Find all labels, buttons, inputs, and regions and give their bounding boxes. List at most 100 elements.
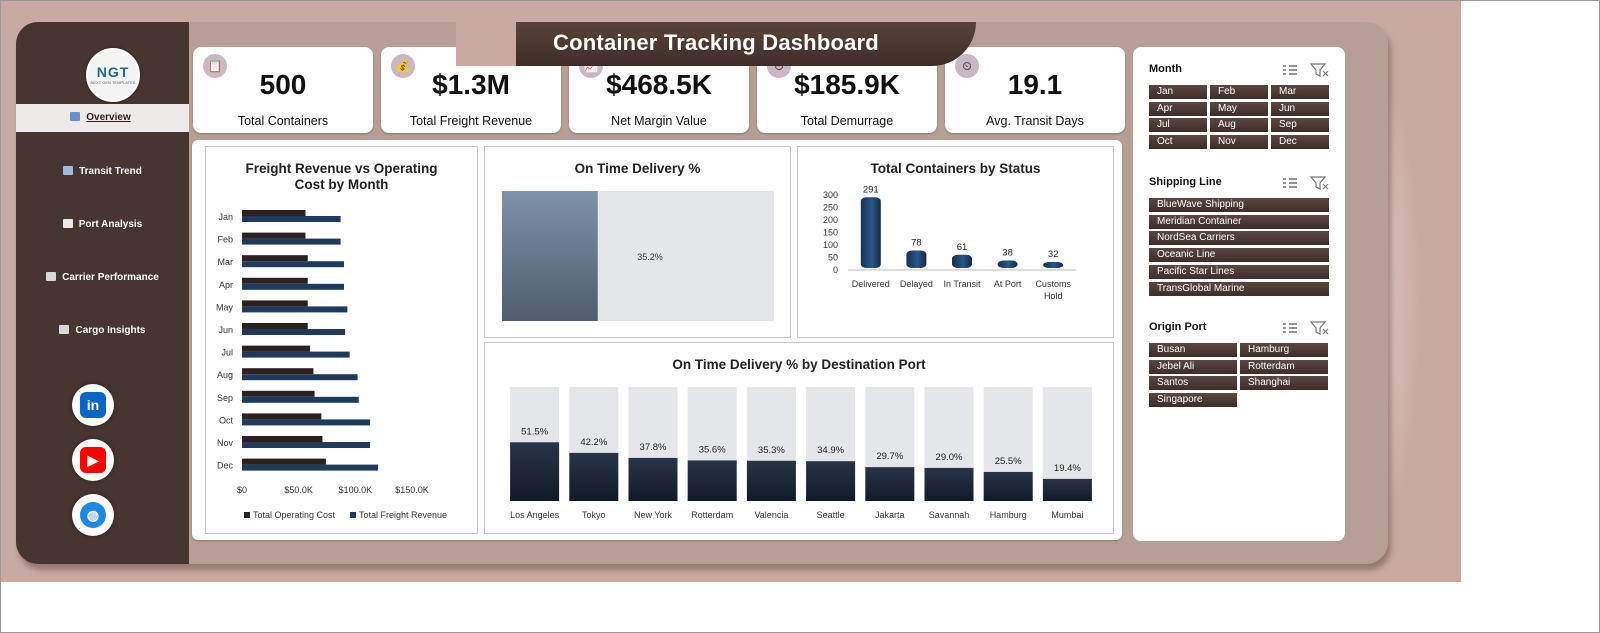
- clear-filter-icon[interactable]: [1309, 63, 1329, 77]
- x-tick-label: $150.0K: [395, 485, 429, 495]
- data-label: 38: [1002, 248, 1013, 259]
- legend-swatch: [244, 512, 250, 518]
- slicer-item[interactable]: Sep: [1271, 118, 1329, 133]
- x-tick-label: Delayed: [900, 279, 933, 289]
- multi-select-icon[interactable]: [1283, 65, 1297, 75]
- y-tick-label: Jun: [218, 325, 233, 335]
- sidebar-item-transit-trend[interactable]: Transit Trend: [16, 158, 189, 186]
- x-tick-label: Mumbai: [1051, 510, 1083, 520]
- slicer-item[interactable]: Mar: [1271, 85, 1329, 99]
- filter-panel: Month Jan Feb Mar Apr May Jun Jul Aug Sep Oct Nov De…: [1133, 47, 1345, 541]
- sidebar-item-carrier-performance[interactable]: Carrier Performance: [16, 264, 189, 292]
- slicer-item[interactable]: NordSea Carriers: [1149, 231, 1329, 246]
- slicer-item[interactable]: Jan: [1149, 85, 1207, 99]
- port-bar: [628, 457, 678, 501]
- slicer-item[interactable]: Pacific Star Lines: [1149, 264, 1329, 279]
- slicer-item[interactable]: Feb: [1210, 85, 1268, 99]
- slicer-item[interactable]: Meridian Container: [1149, 214, 1329, 229]
- dashboard-panel: NGT NEXT GEN TEMPLATES Overview Transit T…: [16, 22, 1388, 564]
- slicer-item[interactable]: May: [1210, 101, 1268, 116]
- clear-filter-icon[interactable]: [1309, 321, 1329, 335]
- page-title: Container Tracking Dashboard: [553, 30, 879, 55]
- slicer-item[interactable]: Nov: [1210, 135, 1268, 150]
- data-label: 19.4%: [1054, 463, 1081, 474]
- slicer-item[interactable]: Oct: [1149, 135, 1207, 150]
- y-tick-label: 150: [823, 228, 838, 238]
- slicer-item[interactable]: Singapore: [1149, 393, 1237, 408]
- slicer-tools: [1281, 320, 1335, 336]
- slicer-item[interactable]: BlueWave Shipping: [1149, 198, 1329, 212]
- on-time-delivery-plot: 35.2%: [502, 191, 774, 321]
- y-tick-label: Dec: [217, 461, 234, 471]
- y-tick-label: Jul: [221, 348, 233, 358]
- revenue-cost-chart: Freight Revenue vs Operating Cost by Mon…: [205, 146, 478, 534]
- x-tick-label: $0: [237, 485, 247, 495]
- operating-cost-bar: [242, 232, 306, 239]
- slicer-item[interactable]: Jul: [1149, 118, 1207, 133]
- slicer-item[interactable]: Jebel Ali: [1149, 359, 1237, 374]
- linkedin-button[interactable]: in: [72, 384, 114, 426]
- kpi-value: 500: [259, 69, 307, 100]
- kpi-label: Total Containers: [237, 114, 329, 128]
- x-tick-label: Delivered: [852, 279, 890, 289]
- logo-text: NGT: [96, 64, 130, 80]
- operating-cost-bar: [242, 300, 308, 307]
- bar-chart-icon: [70, 112, 81, 121]
- slicer-title: Origin Port: [1149, 321, 1207, 333]
- revenue-cost-plot: Jan Feb Mar Apr May Jun Jul Aug Sep Oct Nov Dec $0 $5…: [216, 210, 447, 520]
- slicer-item[interactable]: TransGlobal Marine: [1149, 281, 1329, 296]
- linkedin-icon: in: [80, 392, 106, 418]
- money-bag-icon: 💰: [391, 54, 415, 78]
- sidebar-item-port-analysis[interactable]: Port Analysis: [16, 211, 189, 239]
- port-bar: [510, 442, 560, 501]
- y-tick-label: Feb: [217, 235, 233, 245]
- freight-revenue-bar: [242, 283, 344, 290]
- slicer-item[interactable]: Shanghai: [1240, 376, 1328, 391]
- containers-status-plot: 0 50 100 150 200 250 300 291 Delivered 78 Delayed 6…: [823, 184, 1076, 301]
- y-tick-label: 50: [828, 253, 838, 263]
- kpi-label: Net Margin Value: [611, 114, 707, 128]
- data-label: 29.7%: [876, 451, 903, 462]
- x-tick-label: $50.0K: [284, 485, 313, 495]
- data-label: 37.8%: [640, 442, 667, 453]
- clipboard-icon: 📋: [203, 54, 227, 78]
- slicer-item[interactable]: Oceanic Line: [1149, 248, 1329, 263]
- kpi-value: $468.5K: [606, 69, 712, 100]
- kpi-value: 19.1: [1007, 69, 1063, 100]
- slicer-title: Month: [1149, 63, 1182, 75]
- slicer-item[interactable]: Rotterdam: [1240, 359, 1328, 374]
- sidebar-item-overview[interactable]: Overview: [16, 104, 189, 132]
- multi-select-icon[interactable]: [1283, 178, 1297, 188]
- x-tick-label: Customs: [1035, 279, 1071, 289]
- logo: NGT NEXT GEN TEMPLATES: [86, 48, 140, 102]
- slicer-item[interactable]: Dec: [1271, 135, 1329, 150]
- on-time-fill-bar: [502, 191, 598, 321]
- sidebar-item-cargo-insights[interactable]: Cargo Insights: [16, 317, 189, 345]
- sidebar-item-label: Carrier Performance: [62, 272, 159, 283]
- x-tick-label: Los Angeles: [510, 510, 560, 520]
- data-label: 78: [911, 238, 922, 249]
- freight-revenue-bar: [242, 238, 341, 245]
- clear-filter-icon[interactable]: [1309, 176, 1329, 190]
- slicer-item[interactable]: Busan: [1149, 343, 1237, 357]
- y-tick-label: Nov: [217, 438, 234, 448]
- port-bar: [806, 461, 856, 501]
- operating-cost-bar: [242, 277, 308, 284]
- slicer-item[interactable]: Aug: [1210, 118, 1268, 133]
- kpi-value: $1.3M: [432, 69, 510, 100]
- slicer-item[interactable]: Jun: [1271, 101, 1329, 116]
- youtube-button[interactable]: ▶: [72, 439, 114, 481]
- data-label: 35.2%: [637, 252, 663, 262]
- data-label: 34.9%: [817, 445, 844, 456]
- slicer-item[interactable]: Hamburg: [1240, 343, 1328, 357]
- x-tick-label: Hold: [1044, 291, 1063, 301]
- data-label: 51.5%: [521, 426, 548, 437]
- multi-select-icon[interactable]: [1283, 323, 1297, 333]
- website-button[interactable]: ◍: [72, 494, 114, 536]
- operating-cost-bar: [242, 210, 306, 216]
- slicer-item[interactable]: Santos: [1149, 376, 1237, 391]
- freight-revenue-bar: [242, 442, 371, 448]
- operating-cost-bar: [242, 368, 314, 375]
- slicer-item[interactable]: Apr: [1149, 101, 1207, 116]
- data-label: 32: [1048, 249, 1059, 260]
